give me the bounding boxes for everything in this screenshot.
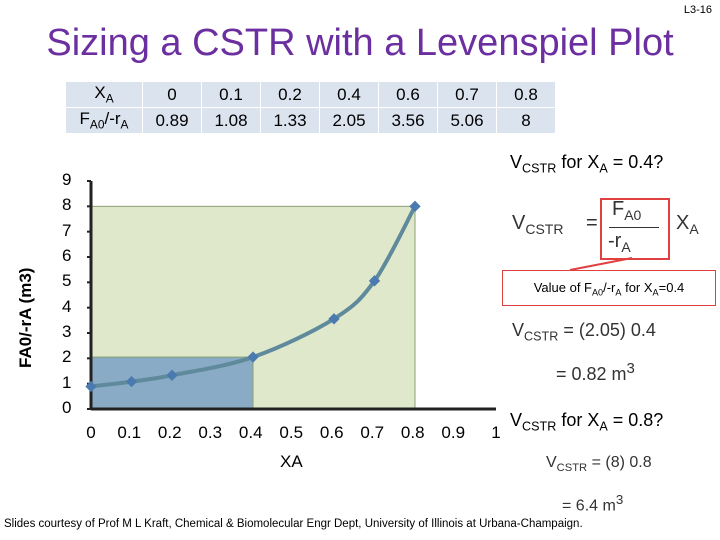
callout-box: Value of FA0/-rA for XA=0.4 <box>502 270 716 306</box>
slide-title: Sizing a CSTR with a Levenspiel Plot <box>46 22 674 64</box>
fraction-denominator: -rA <box>608 230 631 255</box>
y-tick-label: 4 <box>62 296 72 316</box>
fraction-numerator: FA0 <box>612 198 642 223</box>
table-row-fa0: FA0/-rA 0.89 1.08 1.33 2.05 3.56 5.06 8 <box>66 107 556 134</box>
x-tick-label: 0.6 <box>319 423 344 442</box>
table-cell-xa: 0.7 <box>437 82 497 108</box>
x-tick-label: 0.3 <box>198 423 223 442</box>
x-tick-label: 1 <box>491 423 501 442</box>
table-cell-fa0: 1.33 <box>260 107 320 134</box>
y-tick-label: 6 <box>62 246 72 265</box>
fraction-bar <box>609 227 659 228</box>
table-cell-fa0: 1.08 <box>201 107 261 134</box>
x-tick-label: 0.9 <box>441 423 466 442</box>
x-tick-label: 0.7 <box>360 423 385 442</box>
y-tick-label: 0 <box>62 398 72 417</box>
x-axis-label: XA <box>280 452 303 471</box>
data-point <box>166 369 178 381</box>
question-xa-04: VCSTR for XA = 0.4? <box>510 152 664 176</box>
y-tick-label: 3 <box>62 322 72 341</box>
data-table: XA 0 0.1 0.2 0.4 0.6 0.7 0.8 FA0/-rA 0.89 1.08 1… <box>66 82 556 134</box>
x-tick-label: 0.1 <box>117 423 142 442</box>
calc-line-2: VCSTR = (8) 0.8 <box>546 454 652 475</box>
table-cell-fa0: 0.89 <box>142 107 202 134</box>
calc-line-1: VCSTR = (2.05) 0.4 <box>512 320 656 344</box>
y-tick-label: 1 <box>62 372 72 392</box>
equals-sign: = <box>586 212 598 234</box>
vcstr-lhs: VCSTR <box>512 212 564 237</box>
table-cell-fa0: 5.06 <box>437 107 497 134</box>
y-tick-label: 8 <box>62 195 72 215</box>
table-header-xa: XA <box>66 82 143 108</box>
data-point <box>328 313 340 325</box>
x-tick-label: 0.4 <box>238 423 263 442</box>
table-cell-xa: 0.2 <box>260 82 320 108</box>
table-cell-xa: 0.1 <box>201 82 261 108</box>
data-point <box>247 351 259 363</box>
x-tick-label: 0.2 <box>157 423 182 442</box>
y-tick-label: 2 <box>62 347 72 367</box>
table-row-xa: XA 0 0.1 0.2 0.4 0.6 0.7 0.8 <box>66 82 556 108</box>
credit-line: Slides courtesy of Prof M L Kraft, Chemi… <box>4 518 583 530</box>
result-line-1: = 0.82 m3 <box>556 360 635 384</box>
table-cell-xa: 0.8 <box>496 82 556 108</box>
table-cell-fa0: 2.05 <box>319 107 379 134</box>
y-tick-label: 9 <box>62 170 72 189</box>
result-line-2: = 6.4 m3 <box>562 492 624 515</box>
table-cell-xa: 0.6 <box>378 82 438 108</box>
slide-number: L3-16 <box>683 4 712 16</box>
y-tick-label: 7 <box>62 220 72 240</box>
data-point <box>409 200 421 212</box>
x-tick-label: 0.5 <box>279 423 304 442</box>
table-header-fa0: FA0/-rA <box>66 107 143 134</box>
table-cell-xa: 0 <box>142 82 202 108</box>
question-xa-08: VCSTR for XA = 0.8? <box>510 410 664 434</box>
y-tick-label: 5 <box>62 271 72 291</box>
xa-term: XA <box>676 212 699 237</box>
data-point <box>368 275 381 287</box>
table-cell-xa: 0.4 <box>319 82 379 108</box>
x-tick-label: 0.8 <box>400 423 425 442</box>
x-tick-label: 0 <box>86 423 96 442</box>
fraction-highlight-box <box>600 198 670 260</box>
table-cell-fa0: 8 <box>496 107 556 134</box>
table-cell-fa0: 3.56 <box>378 107 438 134</box>
